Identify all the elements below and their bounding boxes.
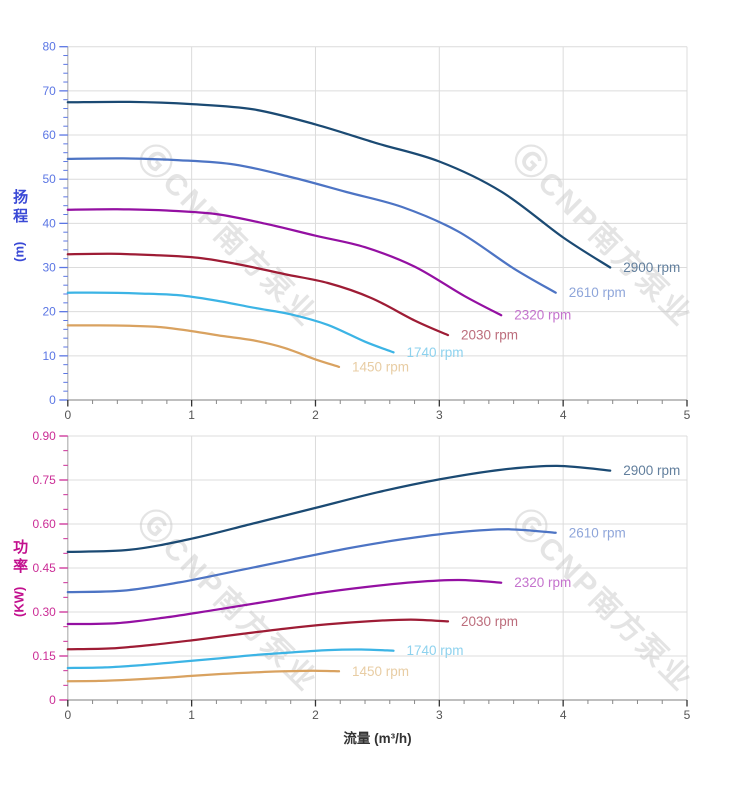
y-tick-label: 0 bbox=[49, 393, 56, 407]
curve-1450rpm-power[interactable] bbox=[66, 669, 341, 683]
curve-label-1740rpm-power: 1740 rpm bbox=[406, 643, 463, 658]
power-axis-unit: (KW) bbox=[11, 586, 27, 617]
x-tick-label: 2 bbox=[312, 708, 319, 722]
curve-2030rpm-head[interactable] bbox=[66, 252, 450, 337]
curve-label-2900rpm-power: 2900 rpm bbox=[623, 463, 680, 478]
watermark-text: ⒼCNP南方泵业 bbox=[129, 137, 327, 335]
curve-2610rpm-head[interactable] bbox=[66, 157, 557, 294]
curve-2320rpm-head[interactable] bbox=[66, 208, 503, 317]
curve-label-2610rpm-power: 2610 rpm bbox=[569, 525, 626, 540]
y-tick-label: 40 bbox=[42, 216, 56, 230]
flow-axis-title: 流量 (m³/h) bbox=[343, 731, 412, 746]
curve-1740rpm-power[interactable] bbox=[66, 648, 395, 670]
x-tick-label: 4 bbox=[560, 708, 567, 722]
head-axis-title: 扬程 (m) bbox=[2, 189, 36, 262]
watermark: ⒼCNP南方泵业 bbox=[504, 137, 702, 335]
curve-2900rpm-head[interactable] bbox=[66, 100, 612, 269]
grid-axes-power: 0 0.15 0.30 0.45 0.60 0.75 0.90 0 1 2 3 4 5 bbox=[32, 429, 690, 722]
curve-1740rpm-head[interactable] bbox=[66, 291, 395, 354]
x-tick-label: 2 bbox=[312, 408, 319, 422]
y-tick-label: 80 bbox=[42, 40, 56, 54]
curve-label-1740rpm-head: 1740 rpm bbox=[406, 345, 463, 360]
x-tick-label: 5 bbox=[684, 708, 691, 722]
x-tick-label: 1 bbox=[188, 708, 195, 722]
curve-label-2030rpm-head: 2030 rpm bbox=[461, 328, 518, 343]
y-tick-label: 0.60 bbox=[32, 517, 56, 531]
x-tick-label: 4 bbox=[560, 408, 567, 422]
curve-label-2320rpm-power: 2320 rpm bbox=[514, 575, 571, 590]
grid-axes-head: 0 10 20 30 40 50 60 70 80 0 1 2 3 4 5 bbox=[42, 40, 690, 422]
curve-1450rpm-head[interactable] bbox=[66, 324, 341, 369]
x-tick-label: 0 bbox=[64, 408, 71, 422]
watermark: ⒼCNP南方泵业 bbox=[129, 502, 327, 700]
power-axis-title: 功率 (KW) bbox=[2, 539, 36, 617]
y-tick-label: 0 bbox=[49, 693, 56, 707]
y-tick-label: 0.90 bbox=[32, 429, 56, 443]
curve-label-1450rpm-head: 1450 rpm bbox=[352, 359, 409, 374]
y-tick-label: 10 bbox=[42, 349, 56, 363]
x-tick-label: 3 bbox=[436, 408, 443, 422]
curve-label-2030rpm-power: 2030 rpm bbox=[461, 614, 518, 629]
curve-2030rpm-power[interactable] bbox=[66, 618, 450, 651]
x-tick-label: 5 bbox=[684, 408, 691, 422]
y-tick-label: 60 bbox=[42, 128, 56, 142]
y-tick-label: 0.15 bbox=[32, 649, 56, 663]
y-tick-label: 20 bbox=[42, 305, 56, 319]
y-tick-label: 0.75 bbox=[32, 473, 56, 487]
curve-label-1450rpm-power: 1450 rpm bbox=[352, 664, 409, 679]
curve-label-2900rpm-head: 2900 rpm bbox=[623, 260, 680, 275]
curve-label-2610rpm-head: 2610 rpm bbox=[569, 285, 626, 300]
curve-2320rpm-power[interactable] bbox=[66, 578, 503, 626]
x-tick-label: 3 bbox=[436, 708, 443, 722]
series-layer-head: 2900 rpm 2610 rpm 2320 rpm 2030 rpm 1740 rpm… bbox=[66, 100, 680, 374]
y-tick-label: 0.30 bbox=[32, 605, 56, 619]
curve-label-2320rpm-head: 2320 rpm bbox=[514, 308, 571, 323]
curve-2900rpm-power[interactable] bbox=[66, 464, 612, 554]
x-tick-label: 0 bbox=[64, 708, 71, 722]
y-tick-label: 0.45 bbox=[32, 561, 56, 575]
y-tick-label: 30 bbox=[42, 261, 56, 275]
curve-2610rpm-power[interactable] bbox=[66, 528, 557, 594]
watermark-text: ⒼCNP南方泵业 bbox=[504, 137, 702, 335]
x-tick-label: 1 bbox=[188, 408, 195, 422]
y-tick-label: 70 bbox=[42, 84, 56, 98]
y-tick-label: 50 bbox=[42, 172, 56, 186]
watermark: ⒼCNP南方泵业 bbox=[129, 137, 327, 335]
series-layer-power: 2900 rpm 2610 rpm 2320 rpm 2030 rpm 1740 rpm… bbox=[66, 463, 680, 683]
power-axis-title-text: 功率 bbox=[11, 539, 29, 577]
head-axis-title-text: 扬程 bbox=[11, 189, 29, 227]
head-axis-unit: (m) bbox=[11, 241, 27, 262]
watermark-text: ⒼCNP南方泵业 bbox=[129, 502, 327, 700]
